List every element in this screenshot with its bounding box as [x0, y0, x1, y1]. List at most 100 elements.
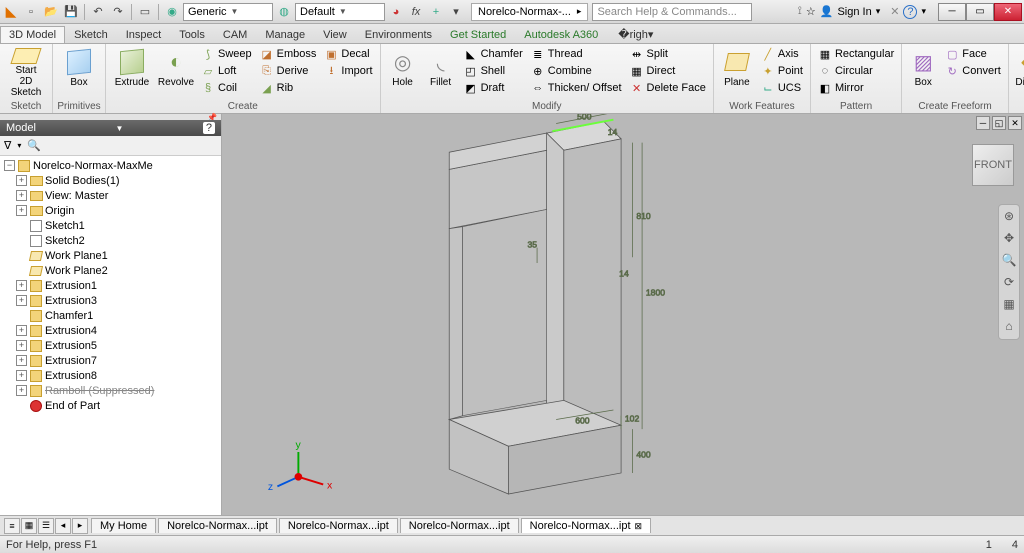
undo-icon[interactable]: ↶: [89, 3, 107, 21]
face-button[interactable]: ▢Face: [942, 46, 1004, 62]
derive-button[interactable]: ⎘Derive: [257, 63, 320, 79]
tree-item[interactable]: Sketch1: [0, 218, 221, 233]
tree-item[interactable]: +Extrusion4: [0, 323, 221, 338]
close-button[interactable]: ✕: [994, 3, 1022, 21]
revolve-button[interactable]: ◐Revolve: [156, 46, 196, 98]
chamfer-button[interactable]: ◣Chamfer: [461, 46, 526, 62]
tree-item[interactable]: +Origin: [0, 203, 221, 218]
save-icon[interactable]: 💾: [62, 3, 80, 21]
extrude-button[interactable]: Extrude: [110, 46, 154, 98]
material-icon[interactable]: ◉: [163, 3, 181, 21]
loft-button[interactable]: ▱Loft: [198, 63, 255, 79]
convert-button[interactable]: ↻Convert: [942, 63, 1004, 79]
axis-button[interactable]: ╱Axis: [758, 46, 806, 62]
tree-item[interactable]: +Ramboll (Suppressed): [0, 383, 221, 398]
tree-item[interactable]: Work Plane2: [0, 263, 221, 278]
tree-item[interactable]: +Extrusion3: [0, 293, 221, 308]
new-icon[interactable]: ▫: [22, 3, 40, 21]
model-tree[interactable]: − Norelco-Normax-MaxMe +Solid Bodies(1)+…: [0, 156, 221, 515]
tab-get-started[interactable]: Get Started: [441, 26, 515, 43]
connect-icon[interactable]: ⟟: [798, 5, 802, 18]
filter-icon[interactable]: ∇: [4, 139, 11, 152]
thicken-button[interactable]: ⇔Thicken/ Offset: [528, 80, 625, 96]
qat-more-icon[interactable]: ▾: [447, 3, 465, 21]
hole-button[interactable]: ◎Hole: [385, 46, 421, 98]
delete-face-button[interactable]: ✕Delete Face: [627, 80, 709, 96]
direct-button[interactable]: ▦Direct: [627, 63, 709, 79]
select-icon[interactable]: ▭: [136, 3, 154, 21]
minimize-button[interactable]: ─: [938, 3, 966, 21]
tab-environments[interactable]: Environments: [356, 26, 441, 43]
exchange-icon[interactable]: ✕: [890, 5, 899, 18]
start-2d-sketch-button[interactable]: Start 2D Sketch: [4, 46, 48, 98]
tree-item[interactable]: Chamfer1: [0, 308, 221, 323]
coil-button[interactable]: §Coil: [198, 80, 255, 96]
tab-manage[interactable]: Manage: [256, 26, 314, 43]
tree-item[interactable]: +Extrusion8: [0, 368, 221, 383]
circular-button[interactable]: ◌Circular: [815, 63, 897, 79]
filter-more-icon[interactable]: ▾: [17, 141, 21, 150]
ucs-button[interactable]: ⌙UCS: [758, 80, 806, 96]
doctab-menu-icon[interactable]: ≡: [4, 518, 20, 534]
sign-in-link[interactable]: Sign In: [837, 6, 871, 18]
browser-header[interactable]: Model▼ ?: [0, 120, 221, 136]
tree-item[interactable]: +Extrusion5: [0, 338, 221, 353]
distance-button[interactable]: ⟷Distance: [1013, 46, 1024, 98]
rectangular-button[interactable]: ▦Rectangular: [815, 46, 897, 62]
doctab-prev-icon[interactable]: ◂: [55, 518, 71, 534]
doctab-3[interactable]: Norelco-Normax...ipt: [400, 518, 519, 533]
freeform-box-button[interactable]: ▨Box: [906, 46, 940, 98]
app-menu-button[interactable]: ◣: [2, 3, 20, 21]
appearance-icon[interactable]: ◍: [275, 3, 293, 21]
find-icon[interactable]: 🔍: [27, 139, 41, 152]
split-button[interactable]: ⇹Split: [627, 46, 709, 62]
open-icon[interactable]: 📂: [42, 3, 60, 21]
doctab-home[interactable]: My Home: [91, 518, 156, 533]
doctab-tile-icon[interactable]: ▦: [21, 518, 37, 534]
tab-tools[interactable]: Tools: [170, 26, 214, 43]
tree-item[interactable]: +Extrusion1: [0, 278, 221, 293]
fx-icon[interactable]: fx: [407, 3, 425, 21]
tree-item[interactable]: +Solid Bodies(1): [0, 173, 221, 188]
doctab-next-icon[interactable]: ▸: [72, 518, 88, 534]
ribbon-options-icon[interactable]: �righ▾: [609, 25, 662, 43]
tab-cam[interactable]: CAM: [214, 26, 256, 43]
maximize-button[interactable]: ▭: [966, 3, 994, 21]
sweep-button[interactable]: ⟆Sweep: [198, 46, 255, 62]
doctab-1[interactable]: Norelco-Normax...ipt: [158, 518, 277, 533]
shell-button[interactable]: ◰Shell: [461, 63, 526, 79]
document-tab[interactable]: Norelco-Normax-...▸: [471, 3, 588, 21]
point-button[interactable]: ✦Point: [758, 63, 806, 79]
box-button[interactable]: Box: [57, 46, 101, 98]
doctab-2[interactable]: Norelco-Normax...ipt: [279, 518, 398, 533]
doctab-4[interactable]: Norelco-Normax...ipt⊠: [521, 518, 651, 533]
rib-button[interactable]: ◢Rib: [257, 80, 320, 96]
mirror-button[interactable]: ◧Mirror: [815, 80, 897, 96]
doctab-close-icon[interactable]: ⊠: [635, 521, 643, 532]
tree-item[interactable]: +Extrusion7: [0, 353, 221, 368]
tree-item[interactable]: End of Part: [0, 398, 221, 413]
tab-3d-model[interactable]: 3D Model: [0, 26, 65, 43]
thread-button[interactable]: ≣Thread: [528, 46, 625, 62]
material-combo[interactable]: Generic▼: [183, 3, 273, 21]
user-icon[interactable]: 👤: [820, 5, 834, 18]
add-icon[interactable]: +: [427, 3, 445, 21]
favorite-icon[interactable]: ☆: [806, 5, 816, 18]
viewport[interactable]: ─ ◱ ✕ FRONT ⊛ ✥ 🔍 ⟳ ▦ ⌂: [222, 114, 1024, 515]
tree-item[interactable]: +View: Master: [0, 188, 221, 203]
tab-inspect[interactable]: Inspect: [117, 26, 170, 43]
color-icon[interactable]: ◕: [387, 3, 405, 21]
tree-item[interactable]: Work Plane1: [0, 248, 221, 263]
draft-button[interactable]: ◩Draft: [461, 80, 526, 96]
combine-button[interactable]: ⊕Combine: [528, 63, 625, 79]
tree-root[interactable]: − Norelco-Normax-MaxMe: [0, 158, 221, 173]
browser-help-icon[interactable]: ?: [203, 122, 215, 134]
plane-button[interactable]: Plane: [718, 46, 756, 98]
decal-button[interactable]: ▣Decal: [321, 46, 375, 62]
search-input[interactable]: Search Help & Commands...: [592, 3, 752, 21]
help-icon[interactable]: ?: [903, 5, 917, 19]
tab-view[interactable]: View: [314, 26, 356, 43]
doctab-list-icon[interactable]: ☰: [38, 518, 54, 534]
tree-item[interactable]: Sketch2: [0, 233, 221, 248]
appearance-combo[interactable]: Default▼: [295, 3, 385, 21]
